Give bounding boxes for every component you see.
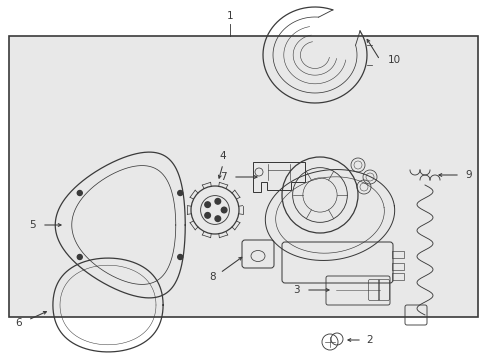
- Text: 5: 5: [29, 220, 36, 230]
- Circle shape: [77, 190, 82, 195]
- Circle shape: [177, 190, 183, 195]
- Text: 1: 1: [226, 11, 233, 21]
- Text: 10: 10: [387, 55, 400, 65]
- Circle shape: [177, 255, 183, 260]
- Circle shape: [215, 198, 220, 204]
- Text: 8: 8: [209, 272, 216, 282]
- Circle shape: [221, 207, 226, 213]
- Text: 4: 4: [219, 151, 226, 161]
- Circle shape: [204, 212, 210, 218]
- Circle shape: [215, 216, 220, 221]
- Bar: [391, 251, 403, 258]
- Bar: [9, 36, 477, 317]
- Text: 2: 2: [365, 335, 372, 345]
- Text: 9: 9: [464, 170, 470, 180]
- Bar: [391, 263, 403, 270]
- Circle shape: [204, 202, 210, 207]
- Bar: [391, 273, 403, 280]
- Text: 7: 7: [220, 172, 226, 182]
- Text: 6: 6: [15, 318, 22, 328]
- Text: 3: 3: [293, 285, 299, 295]
- Circle shape: [77, 255, 82, 260]
